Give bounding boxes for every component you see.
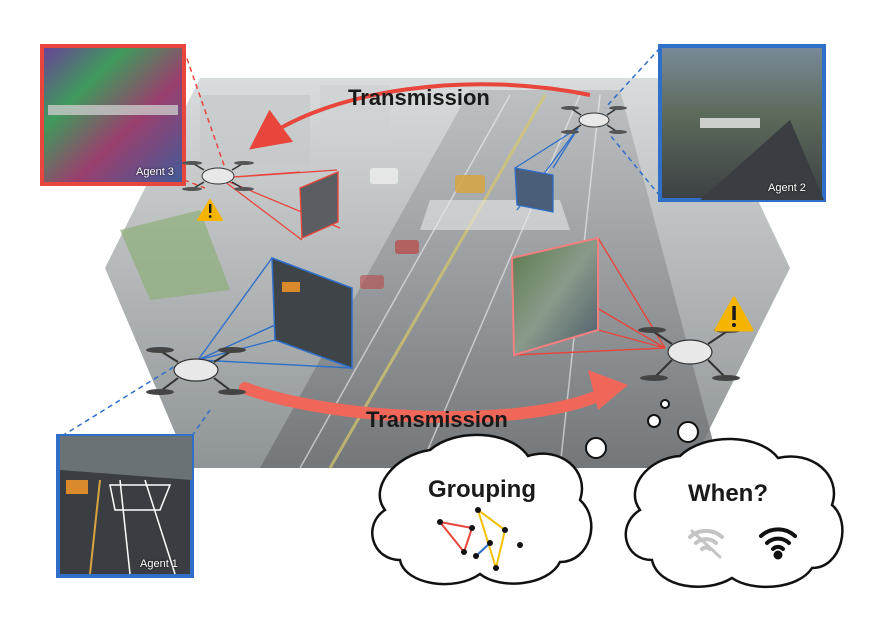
- agent-1-dashed-link-top: [61, 359, 186, 437]
- warning-icon: [197, 199, 223, 221]
- drone-icon: [146, 347, 246, 395]
- agent-1-view: [56, 359, 211, 578]
- agent-2-view: [604, 44, 826, 202]
- wifi-strong-icon: [759, 527, 797, 560]
- grouping-cloud: [371, 433, 593, 586]
- warning-icon: [714, 296, 754, 332]
- transmission-arrow-bottom-head: [588, 370, 628, 410]
- agent-2-dashed-link-top: [604, 47, 661, 109]
- when-label: When?: [688, 480, 768, 507]
- thought-trail: [585, 399, 699, 459]
- grouping-label: Grouping: [428, 476, 536, 503]
- agent-3-frustum: [219, 169, 341, 241]
- transmission-arrow-top: [249, 82, 591, 150]
- when-cloud: [624, 437, 844, 589]
- agent-3-dashed-link-top: [183, 49, 226, 169]
- grouping-graph: [437, 507, 523, 572]
- wifi-weak-icon: [688, 528, 724, 559]
- agent-2-label: Agent 2: [768, 182, 806, 194]
- agent-3-view: [40, 44, 226, 189]
- drone-icon: [561, 106, 627, 134]
- transmission-label-top: Transmission: [348, 85, 490, 110]
- agent-3-dashed-link-bottom: [183, 179, 206, 189]
- agent-2-dashed-link-bottom: [609, 134, 661, 197]
- agent-3-label: Agent 3: [136, 166, 174, 178]
- transmission-label-bottom: Transmission: [366, 407, 508, 432]
- drone-icon: [182, 161, 254, 191]
- agent-2-frustum: [514, 127, 579, 213]
- agent-1-label: Agent 1: [140, 558, 178, 570]
- drone-icon: [638, 327, 742, 381]
- agent-1-frustum: [197, 256, 353, 370]
- transmission-arrow-bottom: [239, 382, 606, 424]
